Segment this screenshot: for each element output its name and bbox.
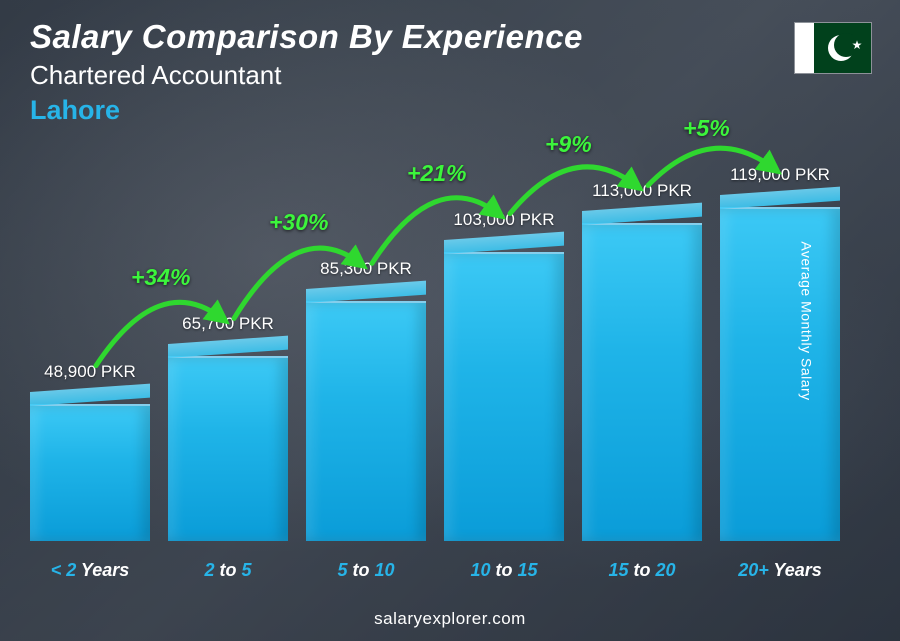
crescent-icon: [828, 35, 854, 61]
bar-value-label: 119,000 PKR: [730, 165, 830, 185]
star-icon: ★: [852, 38, 863, 52]
x-axis-label: 2 to 5: [168, 560, 288, 581]
x-axis-label: 10 to 15: [444, 560, 564, 581]
chart-subtitle: Chartered Accountant: [30, 60, 870, 91]
header: Salary Comparison By Experience Chartere…: [30, 18, 870, 126]
bar: [720, 207, 840, 541]
bar-slot: 65,700 PKR: [168, 314, 288, 541]
x-axis-label: 20+ Years: [720, 560, 840, 581]
bar-value-label: 48,900 PKR: [44, 362, 136, 382]
country-flag: ★: [794, 22, 872, 74]
x-axis-label: 15 to 20: [582, 560, 702, 581]
bar: [582, 223, 702, 541]
y-axis-label: Average Monthly Salary: [798, 241, 814, 400]
chart-location: Lahore: [30, 95, 870, 126]
x-axis-labels: < 2 Years 2 to 5 5 to 10 10 to 15 15 to 20 20…: [30, 560, 840, 581]
bar-slot: 103,000 PKR: [444, 210, 564, 541]
bar-slot: 119,000 PKR: [720, 165, 840, 541]
footer-attribution: salaryexplorer.com: [0, 609, 900, 629]
x-axis-label: 5 to 10: [306, 560, 426, 581]
chart-title: Salary Comparison By Experience: [30, 18, 870, 56]
bar: [306, 301, 426, 541]
bar-value-label: 113,000 PKR: [592, 181, 692, 201]
bar-slot: 113,000 PKR: [582, 181, 702, 541]
bar: [30, 404, 150, 541]
flag-field: ★: [814, 23, 871, 73]
flag-stripe: [795, 23, 814, 73]
bars-container: 48,900 PKR 65,700 PKR 85,300 PKR 103,000 PK…: [30, 161, 840, 541]
bar: [168, 356, 288, 541]
growth-pct-label: +5%: [683, 115, 730, 142]
growth-pct-label: +34%: [131, 264, 190, 291]
growth-pct-label: +30%: [269, 209, 328, 236]
growth-pct-label: +9%: [545, 131, 592, 158]
bar-value-label: 103,000 PKR: [453, 210, 554, 230]
bar-value-label: 85,300 PKR: [320, 259, 412, 279]
bar-slot: 85,300 PKR: [306, 259, 426, 541]
bar-slot: 48,900 PKR: [30, 362, 150, 541]
chart-area: 48,900 PKR 65,700 PKR 85,300 PKR 103,000 PK…: [30, 140, 840, 581]
bar-value-label: 65,700 PKR: [182, 314, 274, 334]
growth-pct-label: +21%: [407, 160, 466, 187]
bar: [444, 252, 564, 541]
x-axis-label: < 2 Years: [30, 560, 150, 581]
